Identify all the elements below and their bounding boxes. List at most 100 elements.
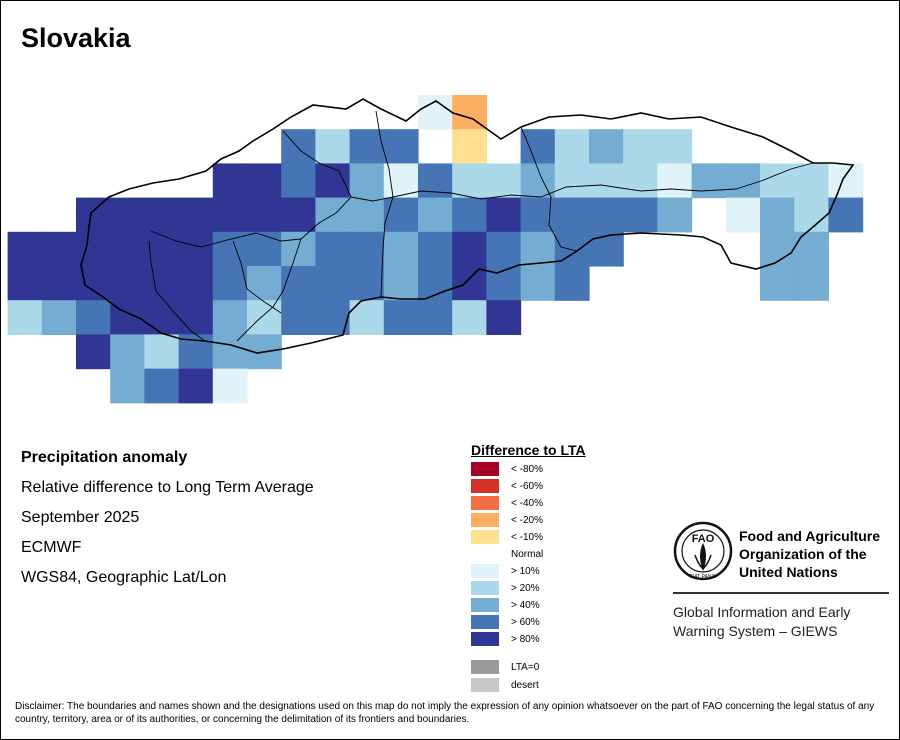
anomaly-cell	[794, 266, 829, 301]
anomaly-cell	[212, 334, 248, 370]
anomaly-cell	[657, 163, 693, 199]
anomaly-cell	[247, 231, 282, 267]
page-title: Slovakia	[21, 23, 131, 53]
legend-item: > 20%	[471, 581, 540, 595]
anomaly-cell	[520, 231, 556, 267]
anomaly-cell	[212, 197, 248, 233]
legend-swatch	[471, 598, 499, 612]
info-projection: WGS84, Geographic Lat/Lon	[21, 569, 227, 586]
legend-label: LTA=0	[511, 661, 540, 673]
info-heading: Precipitation anomaly	[21, 449, 188, 466]
anomaly-cell	[418, 95, 453, 130]
precipitation-map[interactable]	[1, 1, 899, 441]
fao-name-line-2: Organization of the	[739, 546, 867, 562]
anomaly-grid	[7, 95, 864, 404]
anomaly-cell	[349, 129, 385, 164]
anomaly-cell	[520, 266, 556, 301]
anomaly-cell	[554, 163, 590, 199]
anomaly-cell	[281, 231, 316, 267]
legend-label: Normal	[511, 548, 544, 560]
anomaly-cell	[383, 231, 419, 267]
anomaly-cell	[691, 163, 727, 199]
fao-name-line-3: United Nations	[739, 564, 838, 580]
anomaly-cell	[247, 163, 282, 199]
anomaly-cell	[144, 300, 180, 335]
anomaly-cell	[76, 334, 111, 370]
fao-name-line-1: Food and Agriculture	[739, 528, 881, 544]
fao-divider	[673, 592, 889, 594]
anomaly-cell	[794, 197, 829, 233]
anomaly-cell	[486, 231, 522, 267]
anomaly-cell	[760, 266, 795, 301]
legend-label: < -80%	[511, 463, 543, 475]
anomaly-cell	[178, 368, 214, 404]
anomaly-cell	[589, 129, 624, 164]
legend-item: < -60%	[471, 479, 543, 493]
anomaly-cell	[7, 300, 43, 335]
info-source: ECMWF	[21, 539, 82, 556]
anomaly-cell	[794, 163, 829, 199]
anomaly-cell	[828, 197, 864, 233]
anomaly-cell	[178, 231, 214, 267]
anomaly-cell	[349, 163, 385, 199]
legend-swatch	[471, 496, 499, 510]
anomaly-cell	[452, 231, 487, 267]
anomaly-cell	[212, 300, 248, 335]
legend-item: < -80%	[471, 462, 543, 476]
legend-item: Normal	[471, 547, 543, 561]
legend-swatch	[471, 615, 499, 629]
anomaly-cell	[725, 197, 761, 233]
legend-swatch	[471, 581, 499, 595]
legend-item: > 10%	[471, 564, 540, 578]
anomaly-cell	[349, 231, 385, 267]
anomaly-cell	[281, 163, 316, 199]
anomaly-cell	[76, 266, 111, 301]
legend-swatch	[471, 462, 499, 476]
anomaly-cell	[76, 197, 111, 233]
anomaly-cell	[144, 334, 180, 370]
anomaly-cell	[383, 266, 419, 301]
anomaly-cell	[383, 129, 419, 164]
anomaly-cell	[110, 334, 145, 370]
anomaly-cell	[281, 197, 316, 233]
anomaly-cell	[349, 197, 385, 233]
anomaly-cell	[178, 266, 214, 301]
region-borders	[148, 110, 814, 342]
legend-label: desert	[511, 679, 539, 691]
anomaly-cell	[623, 163, 658, 199]
anomaly-cell	[7, 231, 43, 267]
anomaly-cell	[76, 300, 111, 335]
anomaly-cell	[725, 163, 761, 199]
anomaly-cell	[589, 231, 624, 267]
anomaly-cell	[144, 231, 180, 267]
anomaly-cell	[144, 266, 180, 301]
anomaly-cell	[315, 266, 351, 301]
anomaly-cell	[281, 300, 316, 335]
legend-swatch	[471, 564, 499, 578]
anomaly-cell	[349, 300, 385, 335]
anomaly-cell	[178, 197, 214, 233]
legend-label: > 10%	[511, 565, 540, 577]
anomaly-cell	[144, 368, 180, 404]
anomaly-cell	[247, 300, 282, 335]
anomaly-cell	[315, 129, 351, 164]
anomaly-cell	[657, 197, 693, 233]
info-subtitle: Relative difference to Long Term Average	[21, 479, 314, 496]
anomaly-cell	[418, 197, 453, 233]
legend-label: < -40%	[511, 497, 543, 509]
anomaly-cell	[486, 300, 522, 335]
anomaly-cell	[554, 266, 590, 301]
anomaly-cell	[110, 231, 145, 267]
legend-label: < -20%	[511, 514, 543, 526]
anomaly-cell	[41, 231, 77, 267]
anomaly-cell	[281, 266, 316, 301]
anomaly-cell	[452, 266, 487, 301]
legend-swatch	[471, 513, 499, 527]
anomaly-cell	[247, 266, 282, 301]
anomaly-cell	[212, 231, 248, 267]
anomaly-cell	[486, 197, 522, 233]
legend-swatch	[471, 678, 499, 692]
legend-item: < -40%	[471, 496, 543, 510]
giews-system-name: Global Information and Early Warning Sys…	[673, 603, 893, 641]
